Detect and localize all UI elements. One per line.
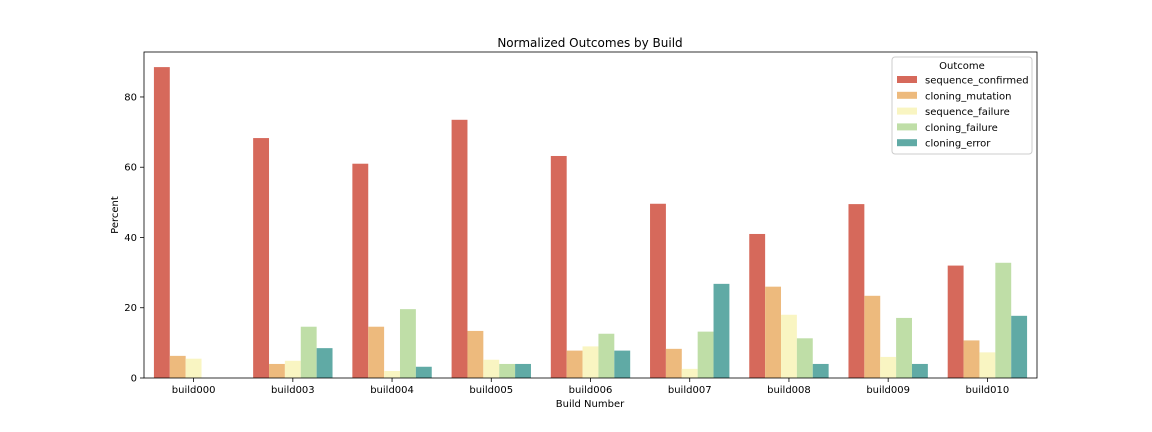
bar-cloning_failure-build005 (499, 363, 516, 378)
legend-label-cloning_failure: cloning_failure (925, 123, 998, 134)
bar-cloning_error-build009 (911, 363, 928, 378)
bar-cloning_mutation-build000 (169, 355, 186, 378)
bar-sequence_failure-build007 (681, 368, 698, 378)
legend-label-cloning_mutation: cloning_mutation (925, 91, 1011, 102)
legend-label-cloning_error: cloning_error (925, 139, 991, 150)
bars-group (153, 67, 1028, 379)
y-axis-label: Percent (110, 196, 121, 234)
legend-swatch-sequence_failure (897, 107, 917, 115)
bar-cloning_error-build004 (415, 366, 432, 378)
bar-sequence_confirmed-build003 (253, 138, 270, 378)
bar-cloning_error-build005 (515, 363, 531, 378)
bar-cloning_mutation-build004 (368, 326, 385, 378)
bar-cloning_failure-build003 (300, 326, 317, 378)
bar-cloning_error-build008 (812, 363, 829, 378)
y-tick-label: 80 (124, 92, 137, 103)
legend-label-sequence_failure: sequence_failure (925, 107, 1010, 118)
bar-cloning_mutation-build006 (566, 350, 583, 378)
legend: Outcome sequence_confirmed cloning_mutati… (891, 56, 1033, 155)
x-tick-label-build007: build007 (668, 385, 712, 396)
bar-cloning_failure-build009 (896, 317, 912, 378)
bar-sequence_failure-build010 (979, 352, 996, 378)
legend-box (891, 56, 1033, 155)
bar-cloning_error-build003 (316, 348, 333, 378)
bar-cloning_failure-build007 (697, 331, 714, 378)
bar-sequence_confirmed-build008 (749, 233, 766, 378)
legend-swatch-cloning_failure (897, 123, 917, 131)
bar-sequence_failure-build000 (185, 358, 202, 378)
bar-sequence_confirmed-build010 (947, 265, 964, 378)
bar-sequence_failure-build003 (284, 360, 301, 378)
bar-cloning_mutation-build010 (963, 340, 980, 378)
bar-sequence_confirmed-build009 (848, 204, 865, 378)
legend-swatch-sequence_confirmed (897, 76, 917, 83)
bar-cloning_mutation-build005 (467, 330, 484, 378)
bar-sequence_confirmed-build007 (650, 203, 666, 378)
bar-cloning_error-build010 (1011, 315, 1028, 378)
bar-cloning_mutation-build007 (665, 348, 682, 378)
bar-sequence_failure-build008 (781, 314, 797, 378)
y-tick-label: 60 (124, 163, 137, 174)
bar-cloning_mutation-build008 (765, 286, 782, 378)
bar-sequence_failure-build005 (483, 359, 500, 378)
y-tick-label: 40 (124, 233, 137, 244)
bar-sequence_failure-build009 (880, 356, 897, 378)
x-tick-label-build010: build010 (966, 385, 1010, 396)
bar-sequence_failure-build006 (582, 346, 599, 378)
y-axis: 0 20 40 60 80 (124, 92, 144, 385)
x-tick-label-build005: build005 (469, 385, 513, 396)
bar-cloning_mutation-build003 (269, 363, 285, 378)
bar-sequence_confirmed-build000 (153, 67, 170, 379)
chart-title: Normalized Outcomes by Build (497, 36, 682, 50)
y-tick-label: 20 (124, 303, 137, 314)
x-tick-label-build008: build008 (767, 385, 811, 396)
x-tick-label-build006: build006 (569, 385, 613, 396)
x-axis: build000 build003 build004 build005 build006… (172, 378, 1009, 396)
x-tick-label-build000: build000 (172, 385, 216, 396)
legend-label-sequence_confirmed: sequence_confirmed (925, 76, 1029, 87)
bar-cloning_failure-build010 (995, 262, 1012, 378)
bar-cloning_error-build006 (614, 350, 631, 378)
x-axis-label: Build Number (556, 399, 625, 410)
legend-items: sequence_confirmed cloning_mutationsequen… (897, 76, 1029, 150)
bar-cloning_failure-build008 (796, 338, 813, 378)
x-tick-label-build003: build003 (271, 385, 315, 396)
bar-sequence_confirmed-build005 (451, 119, 468, 379)
legend-swatch-cloning_error (897, 139, 917, 147)
bar-cloning_failure-build006 (598, 333, 615, 378)
bar-sequence_failure-build004 (384, 370, 400, 378)
bar-sequence_confirmed-build006 (550, 155, 567, 378)
bar-cloning_error-build007 (713, 283, 730, 378)
bar-cloning_mutation-build009 (864, 295, 881, 378)
y-tick-label: 0 (131, 374, 137, 385)
x-tick-label-build004: build004 (370, 385, 414, 396)
x-tick-label-build009: build009 (866, 385, 910, 396)
legend-swatch-cloning_mutation (897, 91, 917, 99)
bar-cloning_failure-build004 (399, 309, 416, 378)
legend-title: Outcome (939, 61, 985, 72)
bar-sequence_confirmed-build004 (352, 163, 369, 378)
